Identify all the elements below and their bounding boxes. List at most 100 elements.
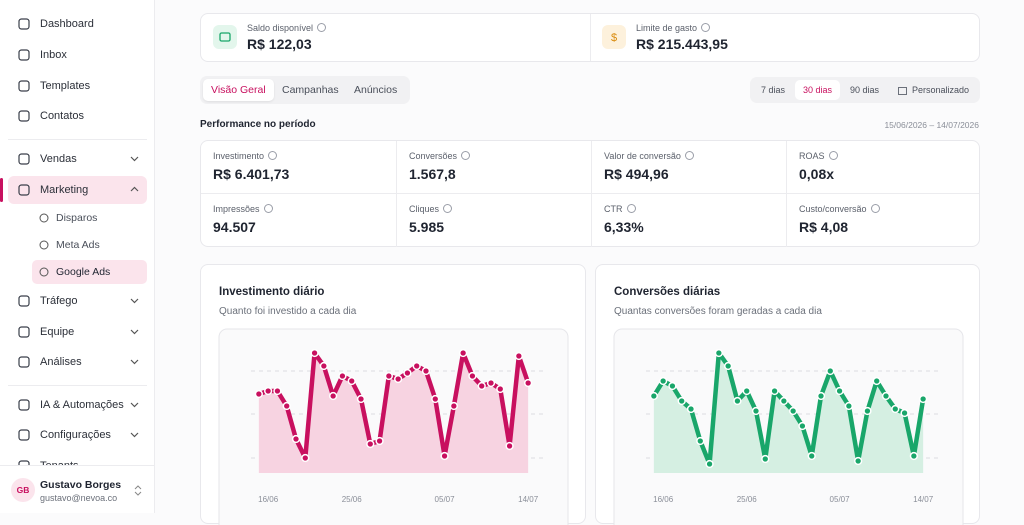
metric-label: Cliques (409, 204, 440, 214)
point (458, 348, 468, 358)
area (258, 353, 529, 473)
point (761, 454, 770, 464)
point (505, 441, 514, 451)
submenu-item[interactable]: Google Ads (32, 260, 147, 284)
label-text: Saldo disponível (247, 23, 314, 33)
nav-item[interactable]: Análises (8, 348, 147, 376)
nav-label: Marketing (40, 184, 89, 196)
nav-item[interactable]: Equipe (8, 318, 147, 346)
sidebar: Dashboard Inbox Templates Contatos Vendas Mar… (0, 0, 155, 513)
chart-title: Investimento diário (219, 286, 324, 298)
nav-label: Templates (40, 80, 91, 92)
metric-label: Valor de conversão (604, 151, 681, 161)
chart: Conversões diárias Quantas conversões for… (613, 286, 964, 525)
nav-label: Análises (40, 356, 82, 368)
user-email: gustavo@nevoa.co (40, 493, 118, 503)
point (872, 376, 881, 386)
nav-label: Tráfego (40, 295, 78, 307)
point (723, 361, 733, 371)
chart-title: Conversões diárias (614, 286, 720, 298)
nav-item[interactable]: Vendas (8, 145, 147, 173)
point (375, 436, 384, 446)
section-title: Performance no período (200, 119, 316, 130)
point (514, 351, 524, 361)
point (807, 451, 816, 461)
balance-value: R$ 122,03 (247, 36, 312, 52)
point (319, 361, 329, 371)
point (863, 406, 872, 416)
user-footer[interactable]: GB Gustavo Borges gustavo@nevoa.co (0, 465, 154, 513)
metric-label: Impressões (213, 204, 260, 214)
period[interactable]: 7 dias (761, 85, 786, 95)
submenu-item[interactable]: Meta Ads (32, 233, 147, 257)
metric-value: 6,33% (604, 219, 644, 235)
balance-card: Saldo disponível R$ 122,03 $ Limite de g… (200, 13, 980, 62)
metric-value: 94.507 (213, 219, 256, 235)
point (477, 381, 486, 391)
submenu-label: Google Ads (56, 266, 111, 278)
point (816, 391, 826, 401)
period[interactable]: 90 dias (850, 85, 880, 95)
area (653, 353, 924, 473)
nav-item[interactable]: Templates (8, 72, 147, 100)
point (788, 406, 798, 416)
tab[interactable]: Anúncios (354, 84, 398, 96)
point (677, 396, 686, 406)
point (328, 391, 338, 401)
nav-label: Contatos (40, 110, 85, 122)
point (523, 378, 533, 388)
point (291, 434, 301, 444)
nav-label: Dashboard (40, 18, 94, 30)
point (770, 386, 779, 396)
point (338, 371, 347, 381)
metric-label: Custo/conversão (799, 204, 867, 214)
tabs: Visão Geral Campanhas Anúncios (200, 76, 410, 104)
nav-label: Configurações (40, 429, 111, 441)
x-tick-label: 16/06 (653, 495, 674, 504)
wallet-icon (213, 25, 237, 49)
tab[interactable]: Campanhas (282, 84, 339, 96)
tab[interactable]: Visão Geral (203, 79, 274, 101)
period-selector: 7 dias 30 dias 90 dias Personalizado (750, 77, 980, 103)
nav-item[interactable]: Tráfego (8, 287, 147, 315)
nav-label: Equipe (40, 326, 75, 338)
metric: ROAS 0,08x (786, 141, 981, 194)
divider (8, 139, 147, 140)
avatar: GB (11, 478, 35, 502)
point (844, 401, 854, 411)
x-tick-label: 14/07 (913, 495, 934, 504)
period[interactable]: 30 dias (795, 80, 841, 100)
point (714, 348, 724, 358)
point (835, 386, 844, 396)
x-tick-label: 05/07 (830, 495, 851, 504)
metric-label: ROAS (799, 151, 825, 161)
submenu-label: Meta Ads (56, 239, 100, 251)
point (310, 348, 319, 358)
point (273, 386, 282, 396)
metric-value: 1.567,8 (409, 166, 456, 182)
x-tick-label: 25/06 (342, 495, 363, 504)
nav-item[interactable]: Inbox (8, 41, 147, 69)
point (393, 374, 403, 384)
metric: Custo/conversão R$ 4,08 (786, 194, 981, 247)
submenu-item[interactable]: Disparos (32, 206, 147, 230)
nav-item[interactable]: Contatos (8, 102, 147, 130)
x-tick-label: 16/06 (258, 495, 279, 504)
limit-value: R$ 215.443,95 (636, 36, 728, 52)
point (696, 436, 705, 446)
nav-item[interactable]: Marketing (0, 176, 147, 204)
nav-item[interactable]: IA & Automações (8, 391, 147, 419)
metric: Investimento R$ 6.401,73 (201, 141, 396, 194)
metric: Cliques 5.985 (396, 194, 591, 247)
nav-item[interactable]: Dashboard (8, 10, 147, 38)
point (366, 439, 375, 449)
point (909, 451, 919, 461)
point (412, 361, 421, 371)
nav-item[interactable]: Configurações (8, 421, 147, 449)
point (733, 396, 742, 406)
metric-label: CTR (604, 204, 623, 214)
period[interactable]: Personalizado (890, 80, 977, 100)
point (356, 394, 366, 404)
metrics-card: Investimento R$ 6.401,73 Conversões 1.567,8… (200, 140, 980, 247)
period-text: Personalizado (912, 85, 970, 95)
